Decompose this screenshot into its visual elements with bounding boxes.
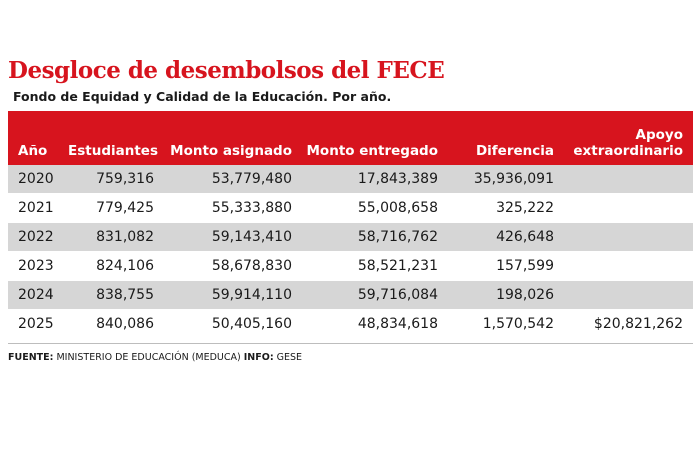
cell-students: 759,316 bbox=[68, 165, 164, 194]
cell-delivered: 58,716,762 bbox=[302, 222, 448, 252]
cell-support bbox=[564, 251, 693, 281]
cell-students: 831,082 bbox=[68, 222, 164, 252]
page-title: Desgloce de desembolsos del FECE bbox=[8, 57, 445, 84]
cell-difference: 35,936,091 bbox=[448, 165, 564, 194]
table-body: 2020 759,316 53,779,480 17,843,389 35,93… bbox=[8, 165, 693, 339]
table-row: 2021 779,425 55,333,880 55,008,658 325,2… bbox=[8, 193, 693, 223]
table-row: 2022 831,082 59,143,410 58,716,762 426,6… bbox=[8, 222, 693, 252]
header-support-line1: Apoyo bbox=[635, 127, 683, 143]
cell-delivered: 17,843,389 bbox=[302, 165, 448, 194]
table-row: 2025 840,086 50,405,160 48,834,618 1,570… bbox=[8, 309, 693, 339]
cell-students: 779,425 bbox=[68, 193, 164, 223]
page-subtitle: Fondo de Equidad y Calidad de la Educaci… bbox=[13, 89, 392, 104]
table-row: 2023 824,106 58,678,830 58,521,231 157,5… bbox=[8, 251, 693, 281]
header-difference: Diferencia bbox=[448, 111, 564, 165]
cell-support bbox=[564, 193, 693, 223]
cell-delivered: 58,521,231 bbox=[302, 251, 448, 281]
cell-year: 2025 bbox=[8, 309, 68, 339]
header-support: Apoyo extraordinario bbox=[564, 111, 693, 165]
disbursement-table: Año Estudiantes Monto asignado Monto ent… bbox=[8, 111, 693, 339]
source-text: MINISTERIO DE EDUCACIÓN (MEDUCA) bbox=[56, 352, 241, 363]
cell-year: 2021 bbox=[8, 193, 68, 223]
cell-students: 838,755 bbox=[68, 280, 164, 310]
cell-students: 840,086 bbox=[68, 309, 164, 339]
cell-delivered: 48,834,618 bbox=[302, 309, 448, 339]
cell-difference: 157,599 bbox=[448, 251, 564, 281]
source-line: FUENTE: MINISTERIO DE EDUCACIÓN (MEDUCA)… bbox=[8, 352, 302, 363]
cell-year: 2023 bbox=[8, 251, 68, 281]
cell-year: 2020 bbox=[8, 165, 68, 194]
cell-assigned: 55,333,880 bbox=[164, 193, 302, 223]
cell-difference: 325,222 bbox=[448, 193, 564, 223]
header-support-line2: extraordinario bbox=[573, 143, 683, 159]
table-row: 2024 838,755 59,914,110 59,716,084 198,0… bbox=[8, 280, 693, 310]
footer-divider bbox=[8, 343, 693, 344]
cell-assigned: 59,914,110 bbox=[164, 280, 302, 310]
cell-year: 2022 bbox=[8, 222, 68, 252]
table-header-row: Año Estudiantes Monto asignado Monto ent… bbox=[8, 111, 693, 165]
cell-assigned: 58,678,830 bbox=[164, 251, 302, 281]
cell-difference: 198,026 bbox=[448, 280, 564, 310]
header-assigned: Monto asignado bbox=[164, 111, 302, 165]
info-text: GESE bbox=[276, 352, 303, 363]
info-label: INFO: bbox=[243, 352, 274, 363]
cell-year: 2024 bbox=[8, 280, 68, 310]
header-delivered: Monto entregado bbox=[302, 111, 448, 165]
cell-assigned: 53,779,480 bbox=[164, 165, 302, 194]
cell-students: 824,106 bbox=[68, 251, 164, 281]
header-students: Estudiantes bbox=[68, 111, 164, 165]
table-row: 2020 759,316 53,779,480 17,843,389 35,93… bbox=[8, 165, 693, 194]
header-year: Año bbox=[8, 111, 68, 165]
table-header: Año Estudiantes Monto asignado Monto ent… bbox=[8, 111, 693, 165]
cell-difference: 426,648 bbox=[448, 222, 564, 252]
cell-support bbox=[564, 165, 693, 194]
source-label: FUENTE: bbox=[8, 352, 54, 363]
cell-support bbox=[564, 222, 693, 252]
cell-difference: 1,570,542 bbox=[448, 309, 564, 339]
cell-assigned: 59,143,410 bbox=[164, 222, 302, 252]
cell-assigned: 50,405,160 bbox=[164, 309, 302, 339]
cell-support: $20,821,262 bbox=[564, 309, 693, 339]
cell-support bbox=[564, 280, 693, 310]
cell-delivered: 59,716,084 bbox=[302, 280, 448, 310]
cell-delivered: 55,008,658 bbox=[302, 193, 448, 223]
